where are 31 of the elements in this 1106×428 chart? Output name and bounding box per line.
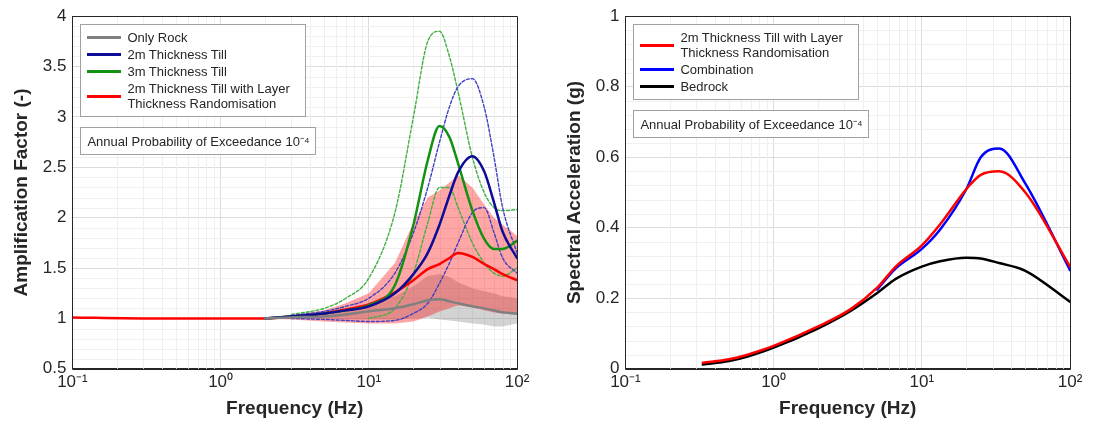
y-axis-title: Spectral Acceleration (g) xyxy=(562,80,584,305)
y-tick-label: 3.5 xyxy=(42,56,67,76)
y-tick-label: 0.2 xyxy=(595,287,620,307)
y-tick-label: 0.8 xyxy=(595,76,620,96)
y-tick-label: 1 xyxy=(609,5,620,25)
x-axis-title: Frequency (Hz) xyxy=(226,396,364,418)
legend-label: Combination xyxy=(680,62,755,78)
y-tick-label: 2.5 xyxy=(42,157,67,176)
annotation: Annual Probability of Exceedance 10⁻⁴ xyxy=(633,110,870,138)
legend-label: 2m Thickness Till xyxy=(127,47,228,63)
x-tick-label: 10⁰ xyxy=(761,371,787,391)
y-tick-label: 1.5 xyxy=(42,257,67,277)
legend-label: Only Rock xyxy=(127,30,189,46)
x-tick-label: 10⁰ xyxy=(208,371,234,391)
x-axis-title: Frequency (Hz) xyxy=(779,396,917,418)
x-tick-label: 10¹ xyxy=(909,371,935,391)
legend-label: Bedrock xyxy=(680,79,730,95)
y-tick-label: 0.6 xyxy=(595,146,620,166)
legend-label: 2m Thickness Till with Layer Thickness Randomisation xyxy=(127,81,291,112)
x-tick-label: 10² xyxy=(1057,371,1083,391)
x-tick-label: 10¹ xyxy=(356,371,382,391)
y-tick-label: 4 xyxy=(56,5,67,25)
legend-label: 3m Thickness Till xyxy=(127,64,228,80)
y-tick-label: 0.4 xyxy=(595,217,620,237)
y-tick-label: 1 xyxy=(56,308,67,328)
y-tick-label: 2 xyxy=(56,207,67,227)
y-axis-title: Amplification Factor (-) xyxy=(9,88,31,297)
y-tick-label: 3 xyxy=(56,106,67,126)
legend-label: 2m Thickness Till with Layer Thickness Randomisation xyxy=(680,30,844,61)
annotation: Annual Probability of Exceedance 10⁻⁴ xyxy=(80,127,317,155)
x-tick-label: 10² xyxy=(504,371,530,391)
